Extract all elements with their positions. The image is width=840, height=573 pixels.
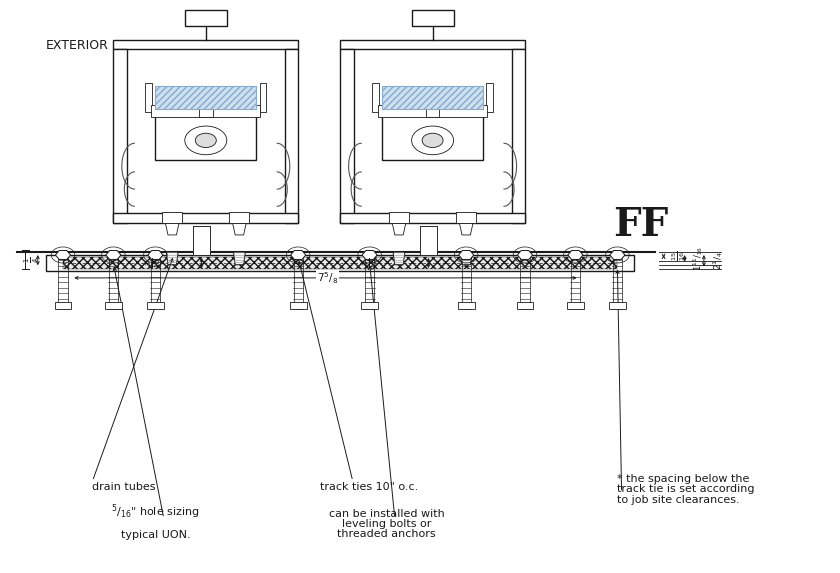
Polygon shape (234, 252, 245, 265)
Polygon shape (459, 223, 473, 235)
Polygon shape (165, 223, 179, 235)
Text: can be installed with: can be installed with (328, 509, 444, 519)
Bar (193, 226, 210, 255)
Polygon shape (55, 250, 71, 260)
Bar (567, 302, 584, 309)
Text: * the spacing below the: * the spacing below the (617, 474, 750, 484)
Bar (185, 10, 227, 26)
Text: threaded anchors: threaded anchors (337, 529, 436, 539)
Bar (46, 255, 634, 271)
Bar (361, 302, 378, 309)
Text: $\frac{1}{4}$: $\frac{1}{4}$ (23, 257, 41, 264)
Bar (113, 49, 127, 223)
Bar (382, 109, 483, 160)
Bar (193, 226, 210, 255)
Polygon shape (517, 250, 533, 260)
Bar (63, 257, 617, 269)
Bar (113, 213, 298, 223)
Bar (423, 96, 443, 103)
Text: leveling bolts or: leveling bolts or (342, 519, 431, 529)
Polygon shape (568, 250, 583, 260)
Bar (512, 49, 525, 223)
Text: track ties 10" o.c.: track ties 10" o.c. (321, 482, 418, 492)
Text: $^{5}/_{16}$" hole sizing: $^{5}/_{16}$" hole sizing (111, 503, 200, 521)
Polygon shape (392, 223, 406, 235)
Bar (260, 83, 266, 112)
Bar (162, 212, 182, 223)
Polygon shape (148, 250, 163, 260)
Bar (420, 226, 437, 255)
Bar (151, 105, 260, 117)
Bar (340, 49, 354, 223)
Polygon shape (362, 250, 377, 260)
Text: to job site clearances.: to job site clearances. (617, 495, 740, 505)
Text: drain tubes: drain tubes (92, 482, 156, 492)
Text: $\frac{15}{16}$: $\frac{15}{16}$ (670, 251, 687, 261)
Bar (340, 213, 525, 223)
Bar (517, 302, 533, 309)
Bar (458, 302, 475, 309)
Bar (155, 109, 256, 160)
Bar (199, 103, 213, 117)
Text: $1^{11}/_{16}$: $1^{11}/_{16}$ (691, 246, 706, 271)
Bar (420, 226, 437, 255)
Bar (155, 86, 256, 109)
Polygon shape (233, 223, 246, 235)
Bar (426, 103, 439, 117)
Bar (290, 302, 307, 309)
Bar (105, 302, 122, 309)
Polygon shape (393, 252, 405, 265)
Bar (389, 212, 409, 223)
Text: EXTERIOR: EXTERIOR (46, 40, 109, 52)
Polygon shape (291, 250, 306, 260)
Bar (382, 86, 483, 109)
Bar (340, 40, 525, 49)
Polygon shape (460, 252, 472, 265)
Circle shape (423, 133, 444, 147)
Text: track tie is set according: track tie is set according (617, 485, 755, 494)
Bar (609, 302, 626, 309)
Text: $\frac{3}{16}$: $\frac{3}{16}$ (362, 258, 381, 268)
Bar (55, 302, 71, 309)
Text: $7^{5}/_{8}$: $7^{5}/_{8}$ (317, 270, 339, 286)
Text: typical UON.: typical UON. (121, 530, 190, 540)
Bar (412, 10, 454, 26)
Bar (145, 83, 152, 112)
Bar (456, 212, 476, 223)
Text: $\frac{3}{16}$: $\frac{3}{16}$ (144, 258, 163, 268)
Polygon shape (459, 250, 474, 260)
Polygon shape (166, 252, 178, 265)
Polygon shape (610, 250, 625, 260)
Text: $2^{1}/_{4}$: $2^{1}/_{4}$ (711, 252, 725, 270)
Bar (147, 302, 164, 309)
Bar (229, 212, 249, 223)
Bar (196, 96, 216, 103)
Bar (113, 40, 298, 49)
Text: FF: FF (613, 206, 669, 244)
Bar (378, 105, 487, 117)
Circle shape (195, 133, 216, 147)
Bar (372, 83, 379, 112)
Bar (486, 83, 493, 112)
Bar (285, 49, 298, 223)
Polygon shape (106, 250, 121, 260)
